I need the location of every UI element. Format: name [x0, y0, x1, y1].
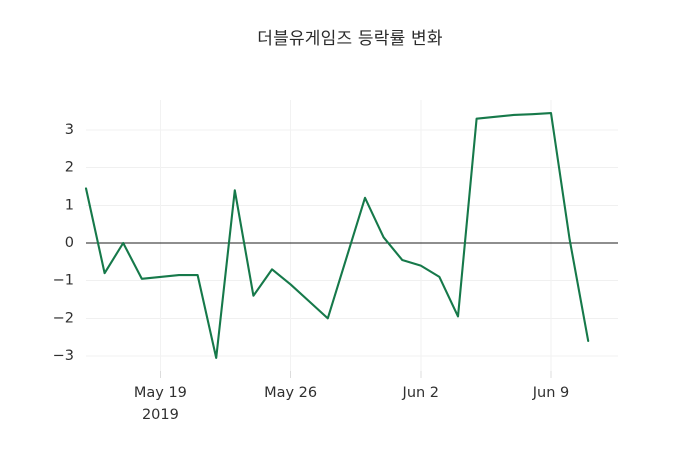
y-tick-label-4: −1: [53, 273, 74, 289]
vertical-gridlines: [159, 99, 552, 372]
x-tick-sublabel-0: 2019: [142, 407, 179, 423]
y-tick-label-3: 0: [65, 235, 74, 251]
x-tick-label-3: Jun 9: [532, 385, 570, 401]
y-tick-label-6: −3: [53, 348, 74, 364]
y-tick-label-2: 1: [65, 197, 74, 213]
x-tick-label-1: May 26: [264, 385, 317, 401]
axis-tickmarks: [159, 371, 552, 379]
y-tick-label-1: 2: [65, 160, 74, 176]
data-series-line: [84, 111, 590, 359]
y-tick-label-5: −2: [53, 310, 74, 326]
x-tick-label-2: Jun 2: [402, 385, 440, 401]
x-axis-tick-labels: May 19 2019 May 26 Jun 2 Jun 9: [134, 385, 569, 423]
chart-title: 더블유게임즈 등락률 변화: [257, 29, 443, 49]
x-tick-label-0: May 19: [134, 385, 187, 401]
y-tick-label-0: 3: [65, 122, 74, 138]
horizontal-gridlines: [86, 129, 618, 357]
y-axis-tick-labels: 3 2 1 0 −1 −2 −3: [53, 122, 74, 364]
